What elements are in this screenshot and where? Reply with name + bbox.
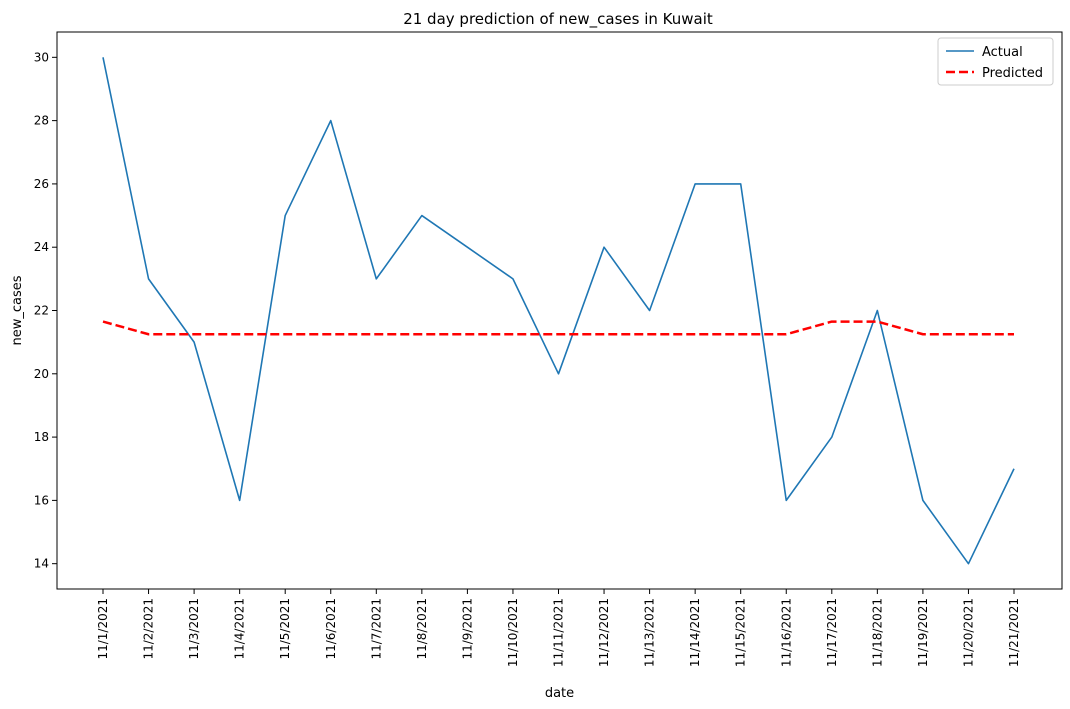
data-point-predicted: [102, 321, 104, 323]
data-point-actual: [421, 215, 423, 217]
x-tick-label: 11/1/2021: [96, 598, 110, 660]
x-tick-label: 11/2/2021: [142, 598, 156, 660]
data-point-actual: [284, 215, 286, 217]
legend: Actual Predicted: [937, 37, 1054, 86]
x-tick-label: 11/15/2021: [734, 598, 748, 667]
data-point-predicted: [877, 321, 879, 323]
data-point-predicted: [512, 333, 514, 335]
x-tick-label: 11/3/2021: [187, 598, 201, 660]
data-point-predicted: [785, 333, 787, 335]
data-point-predicted: [968, 333, 970, 335]
x-axis-title: date: [545, 686, 574, 701]
plot-frame: [56, 31, 1063, 590]
x-tick-label: 11/16/2021: [779, 598, 793, 667]
x-tick-label: 11/10/2021: [506, 598, 520, 667]
data-point-actual: [785, 500, 787, 502]
data-point-actual: [558, 373, 560, 375]
series-line-actual: [102, 57, 1015, 565]
data-point-predicted: [467, 333, 469, 335]
data-point-actual: [330, 120, 332, 122]
data-point-predicted: [239, 333, 241, 335]
data-point-predicted: [694, 333, 696, 335]
data-point-actual: [968, 563, 970, 565]
x-tick-label: 11/13/2021: [643, 598, 657, 667]
data-point-actual: [467, 246, 469, 248]
data-point-predicted: [284, 333, 286, 335]
x-tick-label: 11/9/2021: [460, 598, 474, 660]
x-tick-label: 11/7/2021: [369, 598, 383, 660]
x-tick-label: 11/8/2021: [415, 598, 429, 660]
x-tick-label: 11/4/2021: [233, 598, 247, 660]
data-point-actual: [603, 246, 605, 248]
data-point-predicted: [193, 333, 195, 335]
plot-area: 14 16 18 20 22 24 26 28 30 11/1/2021 11/2/2021 11/3…: [34, 50, 1021, 667]
x-tick-label: 11/12/2021: [597, 598, 611, 667]
data-point-actual: [376, 278, 378, 280]
x-tick-label: 11/11/2021: [552, 598, 566, 667]
data-point-predicted: [922, 333, 924, 335]
x-tick-label: 11/6/2021: [324, 598, 338, 660]
data-point-actual: [148, 278, 150, 280]
data-point-actual: [239, 500, 241, 502]
data-point-predicted: [376, 333, 378, 335]
data-point-predicted: [330, 333, 332, 335]
series-line-predicted: [102, 320, 1014, 336]
x-tick-label: 11/5/2021: [278, 598, 292, 660]
data-point-predicted: [831, 321, 833, 323]
y-tick-label: 16: [34, 493, 49, 507]
data-point-predicted: [740, 333, 742, 335]
y-tick-label: 22: [34, 304, 49, 318]
y-tick-label: 26: [34, 177, 49, 191]
x-tick-label: 11/18/2021: [870, 598, 884, 667]
legend-label-actual: Actual: [982, 45, 1023, 60]
y-tick-label: 18: [34, 430, 49, 444]
y-tick-label: 24: [34, 240, 49, 254]
data-point-predicted: [421, 333, 423, 335]
data-point-predicted: [603, 333, 605, 335]
y-axis-title: new_cases: [10, 275, 25, 345]
data-point-actual: [649, 310, 651, 312]
x-tick-label: 11/20/2021: [961, 598, 975, 667]
y-tick-label: 20: [34, 367, 49, 381]
data-point-predicted: [649, 333, 651, 335]
x-tick-label: 11/17/2021: [825, 598, 839, 667]
legend-label-predicted: Predicted: [982, 66, 1043, 81]
data-point-actual: [102, 57, 104, 59]
data-point-actual: [512, 278, 514, 280]
y-tick-label: 30: [34, 50, 49, 64]
data-point-actual: [1013, 468, 1015, 470]
x-tick-label: 11/19/2021: [916, 598, 930, 667]
data-point-actual: [740, 183, 742, 185]
data-point-actual: [877, 310, 879, 312]
y-tick-label: 14: [34, 557, 49, 571]
data-point-predicted: [1013, 333, 1015, 335]
x-tick-label: 11/14/2021: [688, 598, 702, 667]
x-tick-label: 11/21/2021: [1007, 598, 1021, 667]
data-point-actual: [922, 500, 924, 502]
data-point-actual: [694, 183, 696, 185]
data-point-predicted: [558, 333, 560, 335]
chart-title: 21 day prediction of new_cases in Kuwait: [403, 10, 713, 29]
data-point-actual: [193, 341, 195, 343]
y-tick-label: 28: [34, 114, 49, 128]
data-point-predicted: [148, 333, 150, 335]
data-point-actual: [831, 436, 833, 438]
